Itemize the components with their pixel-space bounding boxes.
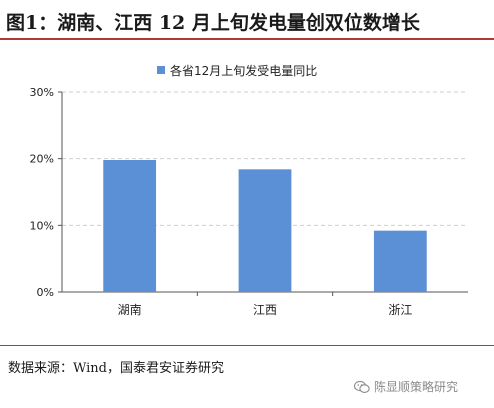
bar bbox=[373, 230, 427, 292]
axis-labels: 0% 10% 20% 30% 湖南 江西 浙江 bbox=[30, 86, 413, 317]
y-tick-label: 10% bbox=[30, 219, 54, 232]
bar bbox=[238, 169, 292, 292]
y-tick-label: 0% bbox=[37, 286, 54, 299]
chart-title: 图1：湖南、江西 12 月上旬发电量创双位数增长 bbox=[6, 12, 420, 34]
bars bbox=[103, 160, 427, 292]
legend: 各省12月上旬发受电量同比 bbox=[157, 63, 317, 78]
watermark-text: 陈显顺策略研究 bbox=[374, 380, 459, 394]
legend-label: 各省12月上旬发受电量同比 bbox=[170, 63, 317, 78]
x-tick-label: 江西 bbox=[253, 303, 277, 317]
bar-chart: 0% 10% 20% 30% 湖南 江西 浙江 各省12月上旬发受电量同比 bbox=[30, 63, 468, 317]
watermark: 陈显顺策略研究 bbox=[353, 378, 459, 395]
y-tick-label: 30% bbox=[30, 86, 54, 99]
y-tick-label: 20% bbox=[30, 153, 54, 166]
legend-swatch bbox=[157, 66, 165, 74]
footer-rule bbox=[0, 345, 494, 346]
bar bbox=[103, 160, 157, 292]
x-tick-label: 浙江 bbox=[388, 303, 412, 317]
source-note: 数据来源：Wind，国泰君安证券研究 bbox=[8, 361, 224, 376]
title-bar: 图1：湖南、江西 12 月上旬发电量创双位数增长 bbox=[0, 0, 494, 40]
x-tick-label: 湖南 bbox=[118, 302, 142, 317]
wechat-icon bbox=[353, 380, 370, 394]
title-rule bbox=[0, 38, 494, 40]
